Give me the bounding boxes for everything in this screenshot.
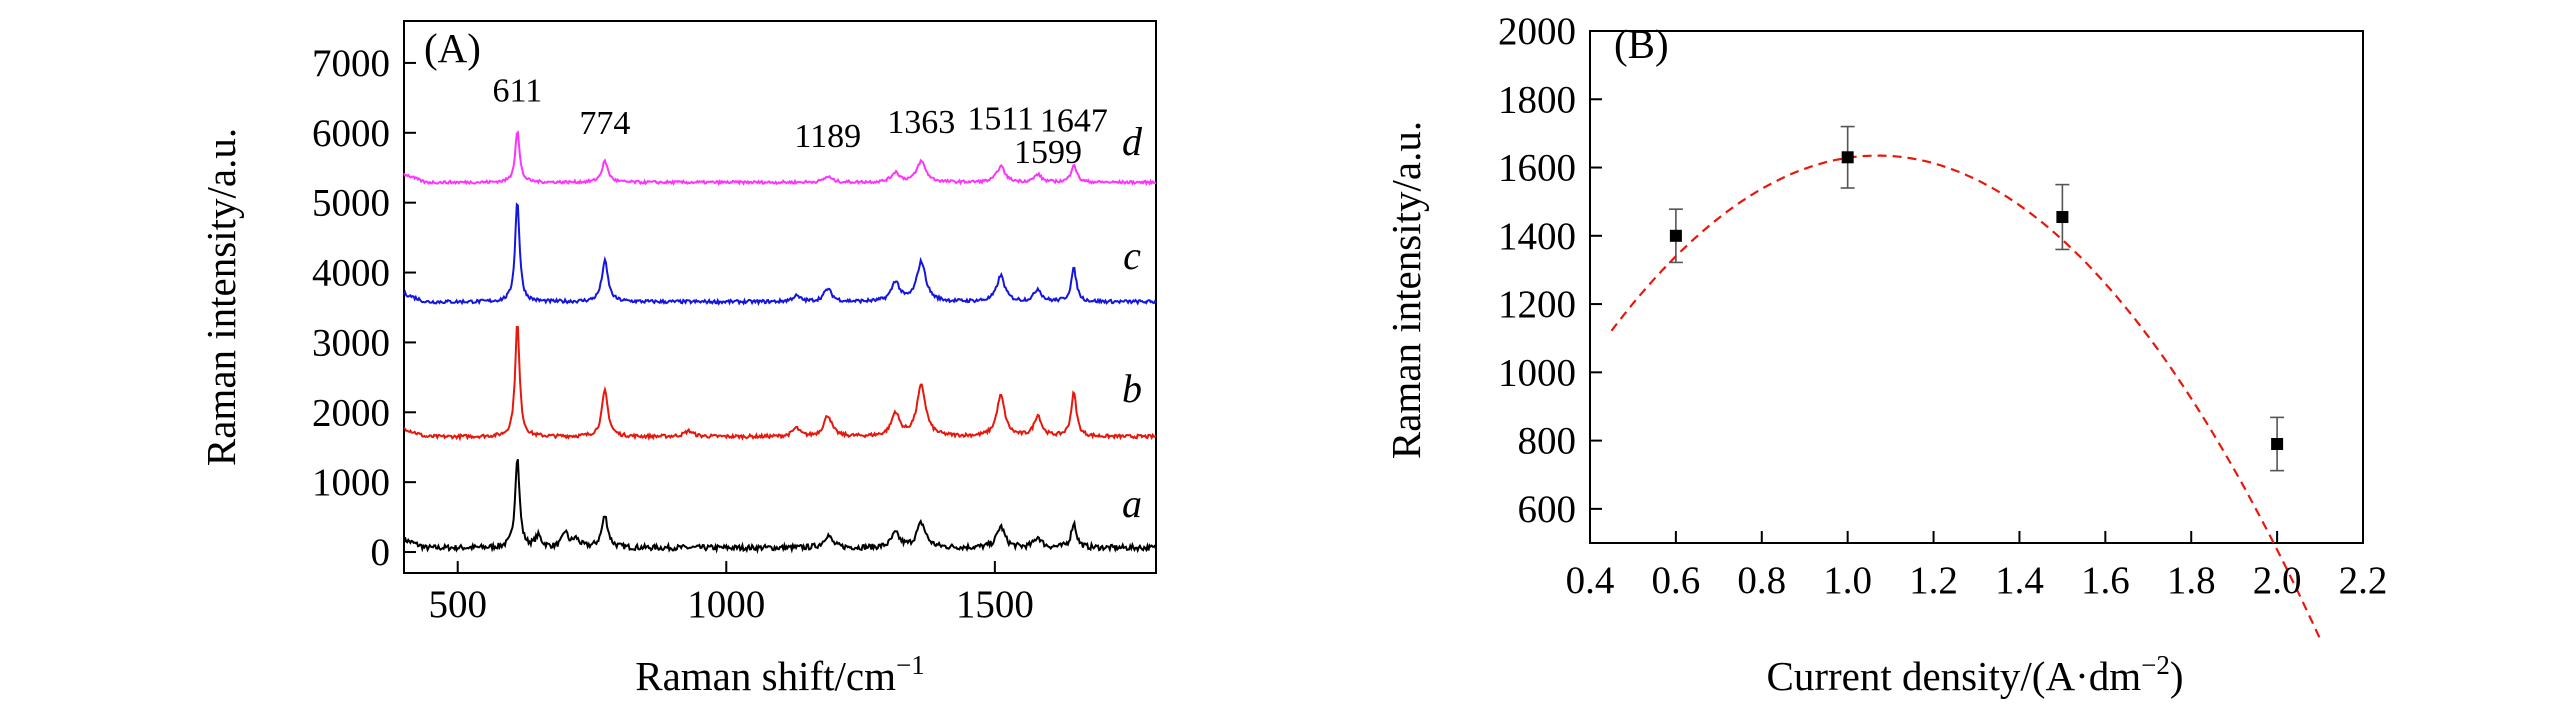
- panel-b-y-tick-label: 600: [1518, 488, 1577, 531]
- panel-b-label: (B): [1614, 21, 1669, 67]
- panel-a-curve-labels: a b c d: [1122, 119, 1143, 526]
- panel-a-x-axis-label-sup: −1: [896, 650, 925, 680]
- peak-label-1189: 1189: [794, 118, 861, 155]
- panel-b-x-tick-label: 0.6: [1652, 559, 1701, 602]
- panel-a-y-tick-label: 3000: [312, 321, 390, 364]
- panel-b-x-axis-label-main: Current density/(A·dm: [1766, 653, 2141, 699]
- curve-label-d: d: [1122, 119, 1143, 164]
- peak-label-1647: 1647: [1040, 102, 1108, 139]
- panel-b-y-tick-label: 800: [1518, 420, 1577, 463]
- curve-label-b: b: [1122, 366, 1142, 411]
- panel-a-y-tick-label: 6000: [312, 112, 390, 155]
- panel-b-fit-group: [1610, 154, 2322, 640]
- panel-b-x-tick-label: 0.4: [1566, 559, 1615, 602]
- panel-a-y-tick-label: 0: [371, 531, 391, 574]
- data-point-4: [2271, 438, 2284, 451]
- panel-a-x-tick-label: 1000: [687, 583, 765, 626]
- panel-a-ticks: 0 1000 2000 3000 4000 5000 6000 7000 500 1000 1500: [312, 42, 1034, 626]
- fit-curve: [1610, 154, 2322, 640]
- panel-a-frame: [403, 20, 1157, 574]
- data-point-3: [2056, 211, 2069, 224]
- panel-b-y-tick-label: 2000: [1498, 10, 1576, 53]
- panel-b-y-tick-label: 1800: [1498, 78, 1576, 121]
- spectrum-a: [403, 459, 1157, 555]
- panel-b-x-tick-label: 1.8: [2167, 559, 2216, 602]
- panel-b-y-tick-label: 1400: [1498, 215, 1576, 258]
- panel-b-x-axis-label-sup: −2: [2141, 650, 2170, 680]
- panel-b-y-tick-label: 1600: [1498, 147, 1576, 190]
- panel-a-y-tick-label: 1000: [312, 461, 390, 504]
- panel-b-points-group: [1668, 125, 2285, 472]
- panel-a-chart: 0 1000 2000 3000 4000 5000 6000 7000 500 1000 1500…: [198, 20, 1157, 699]
- panel-a-series-group: [403, 130, 1157, 555]
- panel-b-x-axis-label: Current density/(A·dm−2): [1766, 650, 2183, 699]
- peak-label-1363: 1363: [887, 104, 955, 141]
- panel-b-ticks: 600 800 1000 1200 1400 1600 1800 2000 0.4 0.6 0.8 1…: [1498, 10, 2387, 602]
- panel-a-y-tick-label: 7000: [312, 42, 390, 85]
- spectrum-b: [403, 325, 1157, 442]
- peak-label-1511: 1511: [967, 100, 1034, 137]
- panel-b-x-tick-label: 1.2: [1909, 559, 1958, 602]
- panel-a-x-axis-label-main: Raman shift/cm: [635, 653, 896, 699]
- panel-b-x-tick-label: 1.6: [2081, 559, 2130, 602]
- panel-b-frame: [1589, 30, 2364, 544]
- panel-b-y-tick-label: 1200: [1498, 283, 1576, 326]
- panel-b-x-tick-label: 2.0: [2253, 559, 2302, 602]
- peak-label-774: 774: [579, 105, 630, 142]
- panel-a-y-tick-label: 5000: [312, 182, 390, 225]
- data-point-1: [1669, 229, 1682, 242]
- panel-b-x-tick-label: 1.4: [1995, 559, 2044, 602]
- panel-a-y-tick-label: 4000: [312, 252, 390, 295]
- curve-label-a: a: [1122, 481, 1142, 526]
- panel-b-x-tick-label: 1.0: [1823, 559, 1872, 602]
- panel-a-y-axis-label: Raman intensity/a.u.: [198, 128, 244, 466]
- panel-a-x-axis-label: Raman shift/cm−1: [635, 650, 925, 699]
- panel-a-x-tick-label: 500: [428, 583, 487, 626]
- panel-b-x-axis-label-tail: ): [2170, 653, 2184, 699]
- peak-label-611: 611: [492, 72, 542, 109]
- panel-b-y-tick-label: 1000: [1498, 351, 1576, 394]
- spectrum-c: [403, 202, 1157, 307]
- panel-a-x-tick-label: 1500: [956, 583, 1034, 626]
- data-point-2: [1841, 151, 1854, 164]
- panel-b-chart: 600 800 1000 1200 1400 1600 1800 2000 0.4 0.6 0.8 1…: [1383, 10, 2387, 699]
- panel-b-y-axis-label: Raman intensity/a.u.: [1383, 121, 1429, 459]
- spectrum-d: [403, 130, 1157, 187]
- curve-label-c: c: [1123, 233, 1141, 278]
- panel-b-x-tick-label: 2.2: [2339, 559, 2388, 602]
- panel-b-x-tick-label: 0.8: [1737, 559, 1786, 602]
- panel-a-y-tick-label: 2000: [312, 391, 390, 434]
- panel-a-label: (A): [424, 25, 481, 71]
- peak-label-1599: 1599: [1014, 134, 1082, 171]
